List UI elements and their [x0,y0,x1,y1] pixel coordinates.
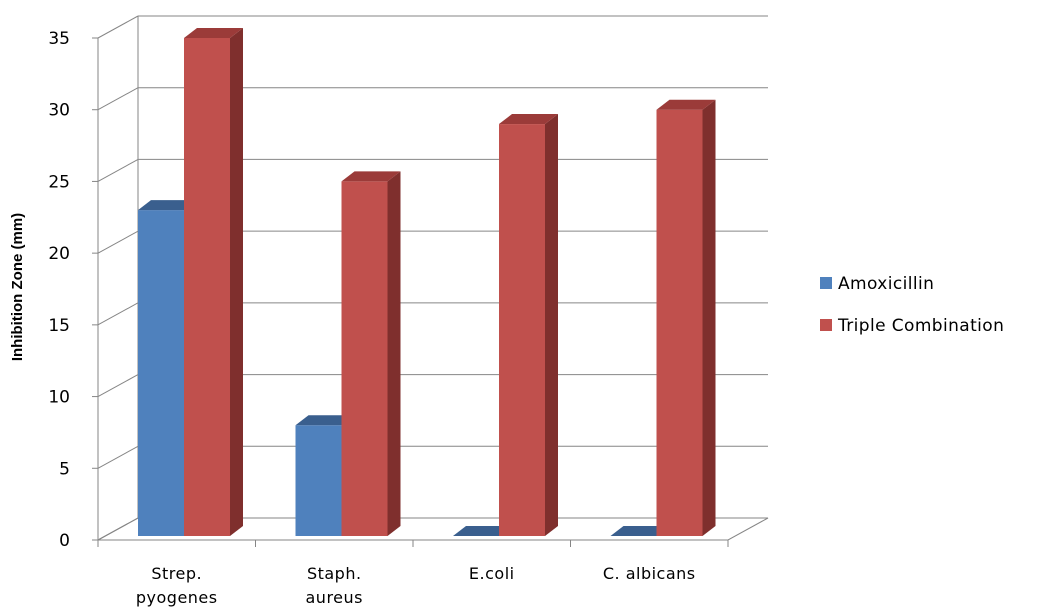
bar-side [545,114,558,537]
legend-label: Triple Combination [837,316,1004,336]
x-category-label: aureus [306,588,364,607]
gridline-side [97,230,139,254]
bar-top [453,526,512,536]
x-category-label: pyogenes [136,588,218,607]
bar-triple-combination [656,99,716,536]
bar-top [138,200,197,211]
legend: Amoxicillin Triple Combination [820,274,1004,336]
y-tick-label: 0 [59,531,70,551]
bar-side [387,171,401,536]
y-tick-labels: 0 5 10 15 20 25 30 35 [48,29,70,551]
bar-top [656,99,716,110]
y-tick-label: 15 [48,316,70,336]
bar-triple-combination [499,114,558,537]
bar-triple-combination [341,171,401,536]
legend-swatch [820,277,832,289]
gridline-side [97,445,139,469]
bar-front [499,124,545,537]
gridline-side [97,158,139,182]
bar-side [230,28,243,536]
y-tick-label: 30 [48,101,70,121]
bar-triple-combination [184,28,243,536]
bar-front [341,181,388,536]
x-category-label: Staph. [307,564,362,583]
bar-top [499,114,558,125]
legend-swatch [820,319,832,331]
gridline-side [97,302,139,326]
bar-side [702,99,716,536]
bar-front [656,109,703,536]
x-category-label: C. albicans [603,564,696,583]
bar-front [295,425,342,536]
gridline-side [97,15,139,39]
bar-front [138,210,184,536]
bar-top [341,171,401,182]
bar-top [610,526,670,536]
bar-amoxicillin [610,526,670,536]
bar-amoxicillin [453,526,512,536]
x-category-label: Strep. [151,564,202,583]
y-tick-label: 10 [48,388,70,408]
y-tick-label: 35 [48,29,70,49]
bar-top [184,28,243,38]
bar-top [295,415,355,426]
x-category-label: E.coli [469,564,515,583]
bars [138,28,716,537]
y-tick-label: 20 [48,244,70,264]
bar-front [184,38,230,536]
gridline-side [97,87,139,111]
gridline-side [97,374,139,398]
y-tick-label: 5 [59,459,70,479]
y-tick-label: 25 [48,172,70,192]
x-category-labels: Strep. pyogenes Staph. aureus E.coli C. albic… [136,564,696,607]
y-axis-label: Inhibition Zone (mm) [9,213,26,361]
legend-label: Amoxicillin [838,274,934,294]
